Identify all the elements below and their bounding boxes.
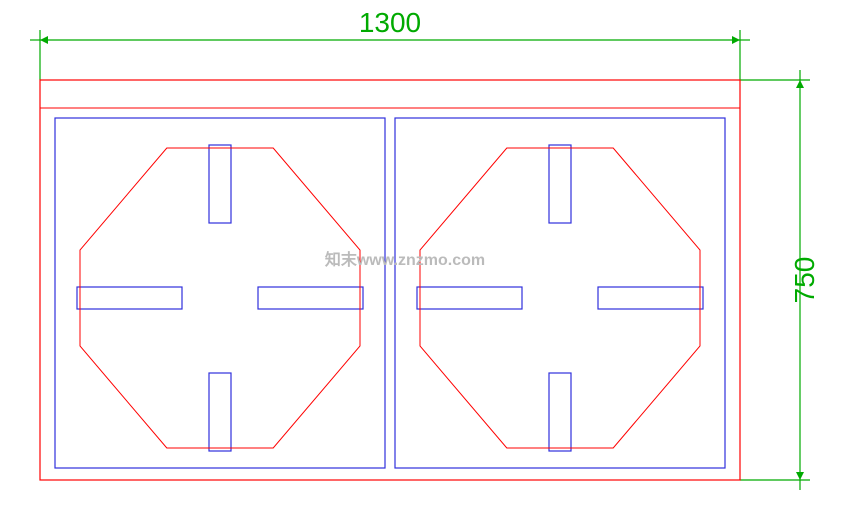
dimension-width-label: 1300 bbox=[359, 7, 421, 38]
outer-frame bbox=[40, 80, 740, 480]
dimension-height-label: 750 bbox=[789, 257, 820, 304]
burner-panel-1 bbox=[55, 118, 385, 468]
burner-octagon bbox=[420, 148, 700, 448]
watermark-text: 知末www.znzmo.com bbox=[325, 250, 485, 269]
burner-panel-2 bbox=[395, 118, 725, 468]
cad-drawing: 1300 750 知末www.znzmo.com bbox=[0, 0, 850, 530]
burner-octagon bbox=[80, 148, 360, 448]
